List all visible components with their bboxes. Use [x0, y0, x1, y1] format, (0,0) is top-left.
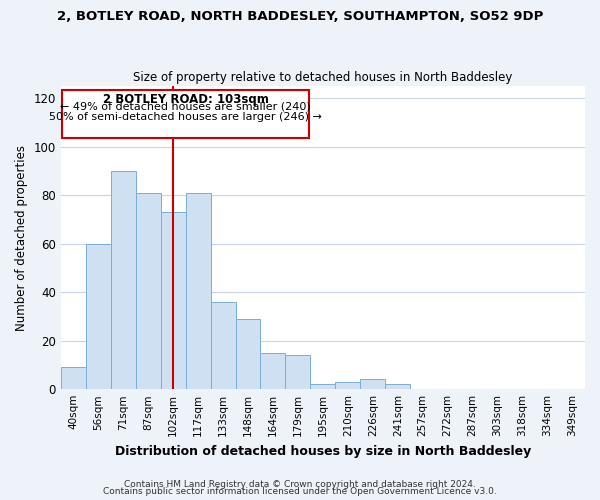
Bar — [335, 382, 361, 389]
Text: Contains public sector information licensed under the Open Government Licence v3: Contains public sector information licen… — [103, 487, 497, 496]
Bar — [61, 368, 86, 389]
Text: Contains HM Land Registry data © Crown copyright and database right 2024.: Contains HM Land Registry data © Crown c… — [124, 480, 476, 489]
Bar — [86, 244, 111, 389]
Text: 2, BOTLEY ROAD, NORTH BADDESLEY, SOUTHAMPTON, SO52 9DP: 2, BOTLEY ROAD, NORTH BADDESLEY, SOUTHAM… — [57, 10, 543, 23]
Text: ← 49% of detached houses are smaller (240): ← 49% of detached houses are smaller (24… — [60, 102, 311, 112]
Bar — [111, 171, 136, 389]
Bar — [286, 355, 310, 389]
Bar — [185, 193, 211, 389]
Bar — [385, 384, 410, 389]
Bar — [161, 212, 185, 389]
X-axis label: Distribution of detached houses by size in North Baddesley: Distribution of detached houses by size … — [115, 444, 531, 458]
Y-axis label: Number of detached properties: Number of detached properties — [15, 144, 28, 330]
Title: Size of property relative to detached houses in North Baddesley: Size of property relative to detached ho… — [133, 70, 512, 84]
Bar — [260, 353, 286, 389]
Bar — [211, 302, 236, 389]
Bar — [236, 319, 260, 389]
Bar — [310, 384, 335, 389]
Bar — [361, 380, 385, 389]
Text: 2 BOTLEY ROAD: 103sqm: 2 BOTLEY ROAD: 103sqm — [103, 94, 269, 106]
FancyBboxPatch shape — [62, 90, 309, 138]
Bar — [136, 193, 161, 389]
Text: 50% of semi-detached houses are larger (246) →: 50% of semi-detached houses are larger (… — [49, 112, 322, 122]
